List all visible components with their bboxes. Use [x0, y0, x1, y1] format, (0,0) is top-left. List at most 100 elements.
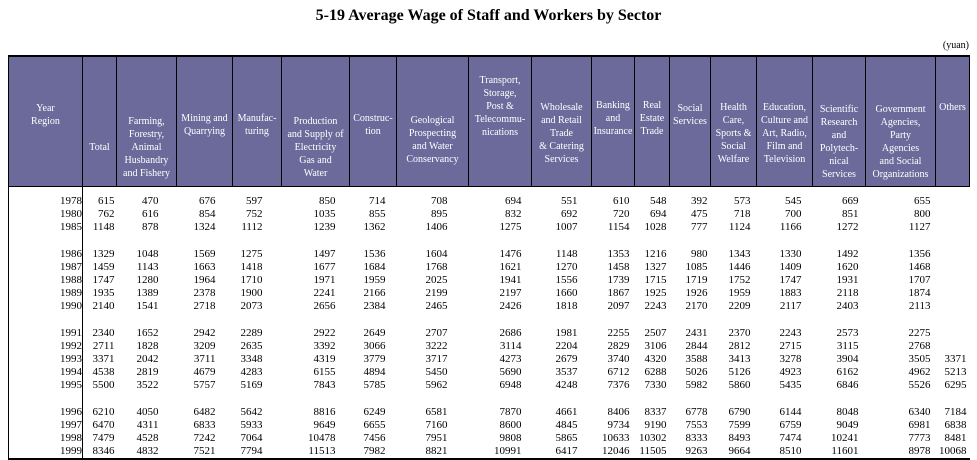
value-cell: 4311 [136, 418, 159, 431]
value-cell: 551 [561, 194, 578, 207]
value-cell: 4832 [116, 444, 177, 460]
value-cell: 2113 [908, 299, 931, 312]
value-cell: 1028 [644, 220, 667, 233]
value-cell: 4845 [555, 418, 578, 431]
value-cell [936, 340, 970, 353]
value-cell: 3371 [944, 352, 967, 365]
column-header: Year Region [8, 55, 83, 187]
value-cell: 1497 [313, 247, 336, 260]
year-cell: 1993 [8, 352, 83, 366]
value-cell: 6155 [313, 365, 336, 378]
value-cell: 7376 [607, 378, 630, 391]
value-cell: 6340 [908, 405, 931, 418]
value-cell: 7456 [363, 431, 386, 444]
value-cell: 2844 [685, 339, 708, 352]
value-cell: 1828 [136, 339, 159, 352]
value-cell: 3106 [644, 339, 667, 352]
value-cell: 6581 [425, 405, 448, 418]
value-cell: 7870 [499, 405, 522, 418]
value-cell: 8346 [82, 444, 117, 460]
value-cell: 1330 [779, 247, 802, 260]
value-cell: 2209 [728, 299, 751, 312]
value-cell: 851 [842, 207, 859, 220]
value-cell: 1446 [728, 260, 751, 273]
value-cell: 1216 [644, 247, 667, 260]
value-cell: 3278 [779, 352, 802, 365]
spacer-cell [8, 186, 83, 195]
value-cell: 2042 [136, 352, 159, 365]
value-cell: 573 [734, 194, 751, 207]
value-cell: 5860 [728, 378, 751, 391]
value-cell: 1768 [425, 260, 448, 273]
value-cell: 1959 [728, 286, 751, 299]
column-header: Geological Prospecting and Water Conserv… [396, 55, 469, 187]
value-cell: 3740 [607, 352, 630, 365]
value-cell: 11601 [812, 444, 866, 460]
value-cell: 9734 [607, 418, 630, 431]
year-cell: 1988 [8, 273, 83, 287]
value-cell: 4538 [92, 365, 115, 378]
spacer-cell [83, 234, 970, 248]
column-header: Manufac- turing [232, 55, 282, 187]
year-cell: 1994 [8, 365, 83, 379]
value-cell: 5933 [240, 418, 263, 431]
value-cell: 10302 [639, 431, 667, 444]
table-row: 1986 1329 1048 1569 1275 1497 1536 1604 1476 1148… [8, 247, 970, 261]
value-cell: 1468 [908, 260, 931, 273]
value-cell: 895 [431, 207, 448, 220]
value-cell: 1492 [836, 247, 859, 260]
value-cell: 10241 [831, 431, 859, 444]
table-row: 1998 7479 4528 7242 7064 10478 7456 7951 9808 586… [8, 431, 970, 445]
year-cell: 1998 [8, 431, 83, 445]
value-cell: 1280 [136, 273, 159, 286]
value-cell: 2097 [607, 299, 630, 312]
value-cell: 2679 [555, 352, 578, 365]
value-cell: 1536 [363, 247, 386, 260]
value-cell: 9263 [669, 444, 711, 460]
value-cell: 1148 [555, 247, 578, 260]
value-cell: 10478 [308, 431, 336, 444]
value-cell: 1660 [555, 286, 578, 299]
value-cell: 3904 [836, 352, 859, 365]
value-cell: 2465 [425, 299, 448, 312]
value-cell: 10633 [602, 431, 630, 444]
column-header: Health Care, Sports & Social Welfare [710, 55, 757, 187]
value-cell: 1476 [499, 247, 522, 260]
value-cell: 1747 [779, 273, 802, 286]
value-cell: 4319 [313, 352, 336, 365]
value-cell [936, 195, 970, 208]
value-cell: 8406 [607, 405, 630, 418]
value-cell: 1239 [313, 220, 336, 233]
value-cell [936, 327, 970, 340]
value-cell: 7184 [944, 405, 967, 418]
value-cell: 7843 [313, 378, 336, 391]
value-cell: 1707 [908, 273, 931, 286]
value-cell: 2166 [363, 286, 386, 299]
value-cell: 3066 [363, 339, 386, 352]
value-cell: 700 [785, 207, 802, 220]
value-cell: 2073 [240, 299, 263, 312]
value-cell: 2275 [908, 326, 931, 339]
value-cell: 5785 [363, 378, 386, 391]
value-cell: 7773 [908, 431, 931, 444]
value-cell: 1343 [728, 247, 751, 260]
value-cell: 9808 [499, 431, 522, 444]
value-cell: 3222 [425, 339, 448, 352]
value-cell: 1935 [92, 286, 115, 299]
value-cell: 714 [369, 194, 386, 207]
value-cell: 1275 [499, 220, 522, 233]
value-cell: 6288 [644, 365, 667, 378]
value-cell: 615 [98, 194, 115, 207]
value-cell: 1677 [313, 260, 336, 273]
value-cell: 548 [650, 194, 667, 207]
table-row: 1997 6470 4311 6833 5933 9649 6655 7160 8600 4845… [8, 418, 970, 432]
value-cell: 878 [142, 220, 159, 233]
value-cell: 850 [319, 194, 336, 207]
value-cell: 1747 [92, 273, 115, 286]
year-cell: 1999 [8, 444, 83, 460]
value-cell: 5865 [555, 431, 578, 444]
value-cell [936, 274, 970, 287]
value-cell: 1275 [240, 247, 263, 260]
value-cell: 1409 [779, 260, 802, 273]
value-cell: 5526 [908, 378, 931, 391]
